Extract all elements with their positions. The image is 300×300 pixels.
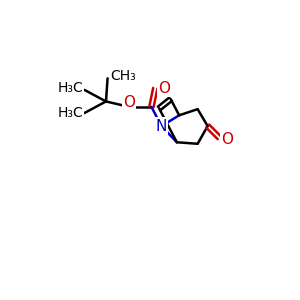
Text: O: O <box>158 81 170 96</box>
Text: O: O <box>221 133 233 148</box>
Text: H₃C: H₃C <box>57 81 83 95</box>
Text: H₃C: H₃C <box>57 106 83 120</box>
Text: N: N <box>156 118 167 134</box>
Text: CH₃: CH₃ <box>110 69 136 83</box>
Text: O: O <box>123 95 135 110</box>
